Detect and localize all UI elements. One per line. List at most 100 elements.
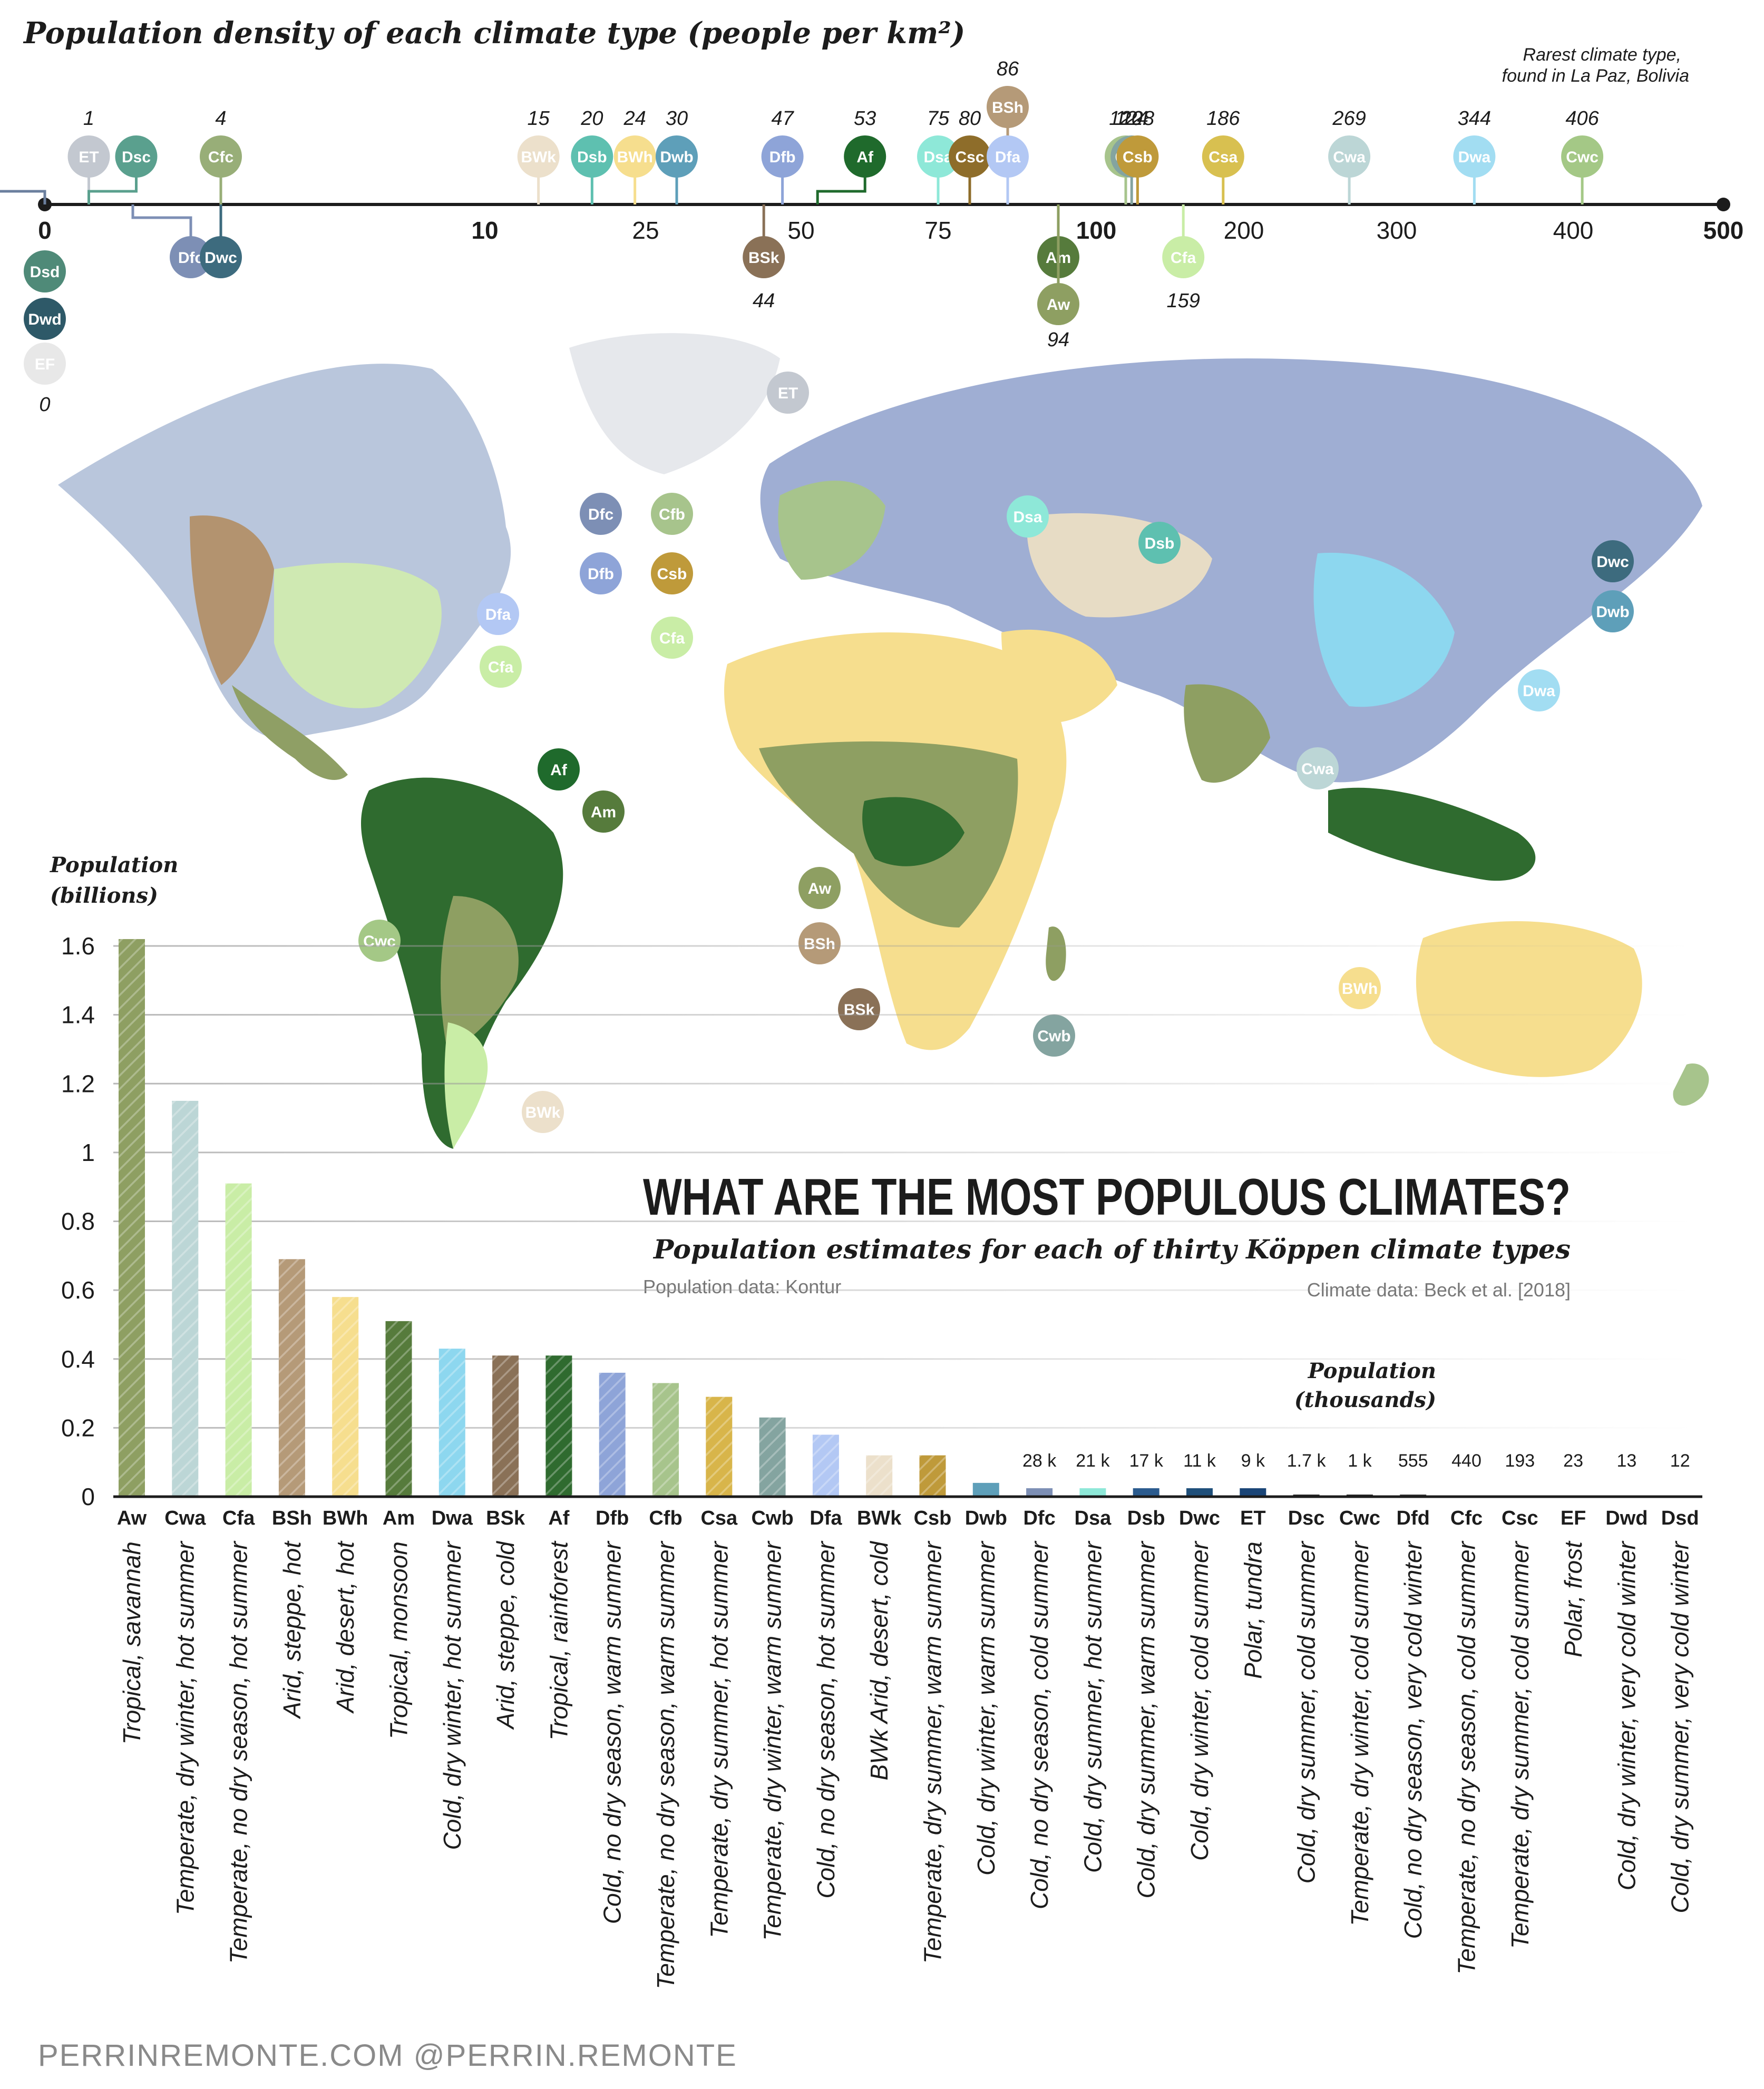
density-marker-cwc [1561, 135, 1604, 178]
density-marker-code: Cwc [1566, 149, 1599, 166]
density-marker-code: Dsa [923, 149, 952, 166]
density-tick-label: 100 [1076, 217, 1117, 244]
map-label-dwa [1518, 669, 1560, 711]
rarest-note-line2: found in La Paz, Bolivia [1502, 66, 1689, 86]
density-marker-dwb [656, 135, 698, 178]
subtitle: Population estimates for each of thirty … [652, 1234, 1571, 1265]
billions-axis-label-line1: Population [50, 853, 178, 877]
bar-dwc [1186, 1488, 1213, 1497]
billions-axis-label-line2: (billions) [50, 883, 158, 908]
map-label-code: Af [550, 762, 568, 779]
density-marker-code: Cfa [1171, 249, 1196, 267]
map-label-bsh [798, 922, 841, 964]
density-value-label: 406 [1565, 108, 1599, 130]
x-tick-code: Af [548, 1507, 569, 1529]
density-value-label: 128 [1121, 108, 1154, 130]
density-marker-code: Cfc [208, 149, 233, 166]
map-south-america-temperate [444, 1022, 488, 1149]
y-gridline [113, 1151, 1694, 1154]
density-ticks: 0 10 25 50 75 100 200 300 400 500 [38, 217, 1743, 244]
x-tick-code: Dfd [1397, 1507, 1430, 1529]
bar-hatch [332, 1297, 359, 1497]
thousands-axis-label-line1: Population [1308, 1359, 1436, 1383]
map-label-code: Am [591, 804, 616, 821]
map-label-dwb [1592, 590, 1634, 632]
x-tick-description: Polar, tundra [1239, 1541, 1266, 1679]
density-marker-code: ET [79, 149, 99, 166]
y-tick-label: 0.8 [61, 1208, 95, 1235]
density-marker-code: Cwa [1333, 149, 1366, 166]
x-tick-code: Cfb [649, 1507, 682, 1529]
map-australia [1416, 921, 1642, 1077]
map-label-code: Dsb [1145, 535, 1175, 552]
density-marker-aw [1037, 283, 1079, 325]
map-label-code: Dfa [485, 606, 511, 623]
x-labels: Aw Tropical, savannah Cwa Temperate, dry wi… [117, 1451, 1699, 1989]
bar-value-label: 12 [1670, 1451, 1690, 1471]
footer: PERRINREMONTE.COM @PERRIN.REMONTE [38, 2038, 737, 2073]
map-label-code: Dwb [1596, 603, 1629, 621]
density-marker-code: Dfb [769, 149, 796, 166]
bar-value-label: 193 [1505, 1451, 1535, 1471]
density-value-label: 80 [959, 108, 981, 130]
density-marker-bsk [743, 236, 785, 278]
bar-hatch [652, 1383, 679, 1497]
x-tick-description: Cold, dry summer, warm summer [1133, 1540, 1160, 1898]
density-marker-code: EF [35, 356, 55, 373]
density-value-label: 94 [1047, 329, 1069, 351]
density-tick-label: 500 [1703, 217, 1744, 244]
bar-value-label: 23 [1563, 1451, 1583, 1471]
density-value-label: 15 [528, 108, 550, 130]
y-tick-label: 0.6 [61, 1276, 95, 1304]
x-tick-description: Temperate, dry summer, warm summer [919, 1540, 947, 1964]
map-label-code: BWk [525, 1104, 561, 1121]
x-tick-code: Dsa [1075, 1507, 1112, 1529]
map-label-code: Dsa [1013, 509, 1042, 526]
bar-value-label: 28 k [1022, 1451, 1057, 1471]
map-label-dfc [580, 493, 622, 535]
map-label-dfa [477, 593, 519, 635]
x-tick-code: BSh [272, 1507, 312, 1529]
map-label-code: BSk [844, 1001, 875, 1019]
bar-dfc [1026, 1488, 1053, 1497]
x-tick-code: Dfb [596, 1507, 629, 1529]
map-label-dwc [1592, 540, 1634, 582]
map-madagascar [1046, 926, 1066, 981]
x-tick-code: Dsc [1288, 1507, 1325, 1529]
map-label-bwk [522, 1091, 564, 1133]
x-tick-description: Tropical, savannah [118, 1541, 145, 1744]
density-marker-code: BSh [992, 99, 1024, 116]
density-marker-code: Dwd [28, 311, 61, 328]
density-marker-code: Dwb [660, 149, 693, 166]
density-marker-dsc [115, 135, 158, 178]
x-tick-description: Cold, no dry season, warm summer [599, 1540, 626, 1924]
map-label-code: Cfa [488, 659, 514, 676]
x-tick-code: Dfc [1023, 1507, 1055, 1529]
density-marker-code: Aw [1047, 296, 1070, 314]
density-tick-label: 75 [924, 217, 951, 244]
map-new-zealand [1673, 1063, 1709, 1106]
map-label-code: Dwa [1523, 682, 1555, 700]
x-tick-code: BWh [323, 1507, 368, 1529]
bar-hatch [385, 1321, 412, 1497]
rarest-note-line1: Rarest climate type, [1523, 45, 1681, 65]
x-tick-description: Tropical, rainforest [545, 1540, 572, 1741]
map-label-am [582, 790, 625, 833]
density-value-label: 4 [215, 108, 226, 130]
x-tick-description: Temperate, dry winter, warm summer [759, 1540, 786, 1940]
bar-hatch [866, 1455, 893, 1497]
density-connector [0, 190, 46, 204]
map-label-cfb [651, 493, 693, 535]
map-label-code: Dfb [588, 565, 614, 583]
y-gridline [113, 945, 1694, 947]
density-tick-label: 400 [1553, 217, 1594, 244]
density-marker-code: BWk [521, 149, 556, 166]
density-marker-code: Csa [1209, 149, 1237, 166]
map-label-code: BSh [804, 935, 835, 953]
density-marker-dsd [24, 250, 66, 292]
bar-value-label: 13 [1616, 1451, 1636, 1471]
x-tick-code: Cfa [222, 1507, 255, 1529]
x-tick-description: Temperate, dry summer, hot summer [705, 1540, 733, 1938]
density-marker-ef [24, 343, 66, 385]
x-tick-code: Dwc [1179, 1507, 1220, 1529]
